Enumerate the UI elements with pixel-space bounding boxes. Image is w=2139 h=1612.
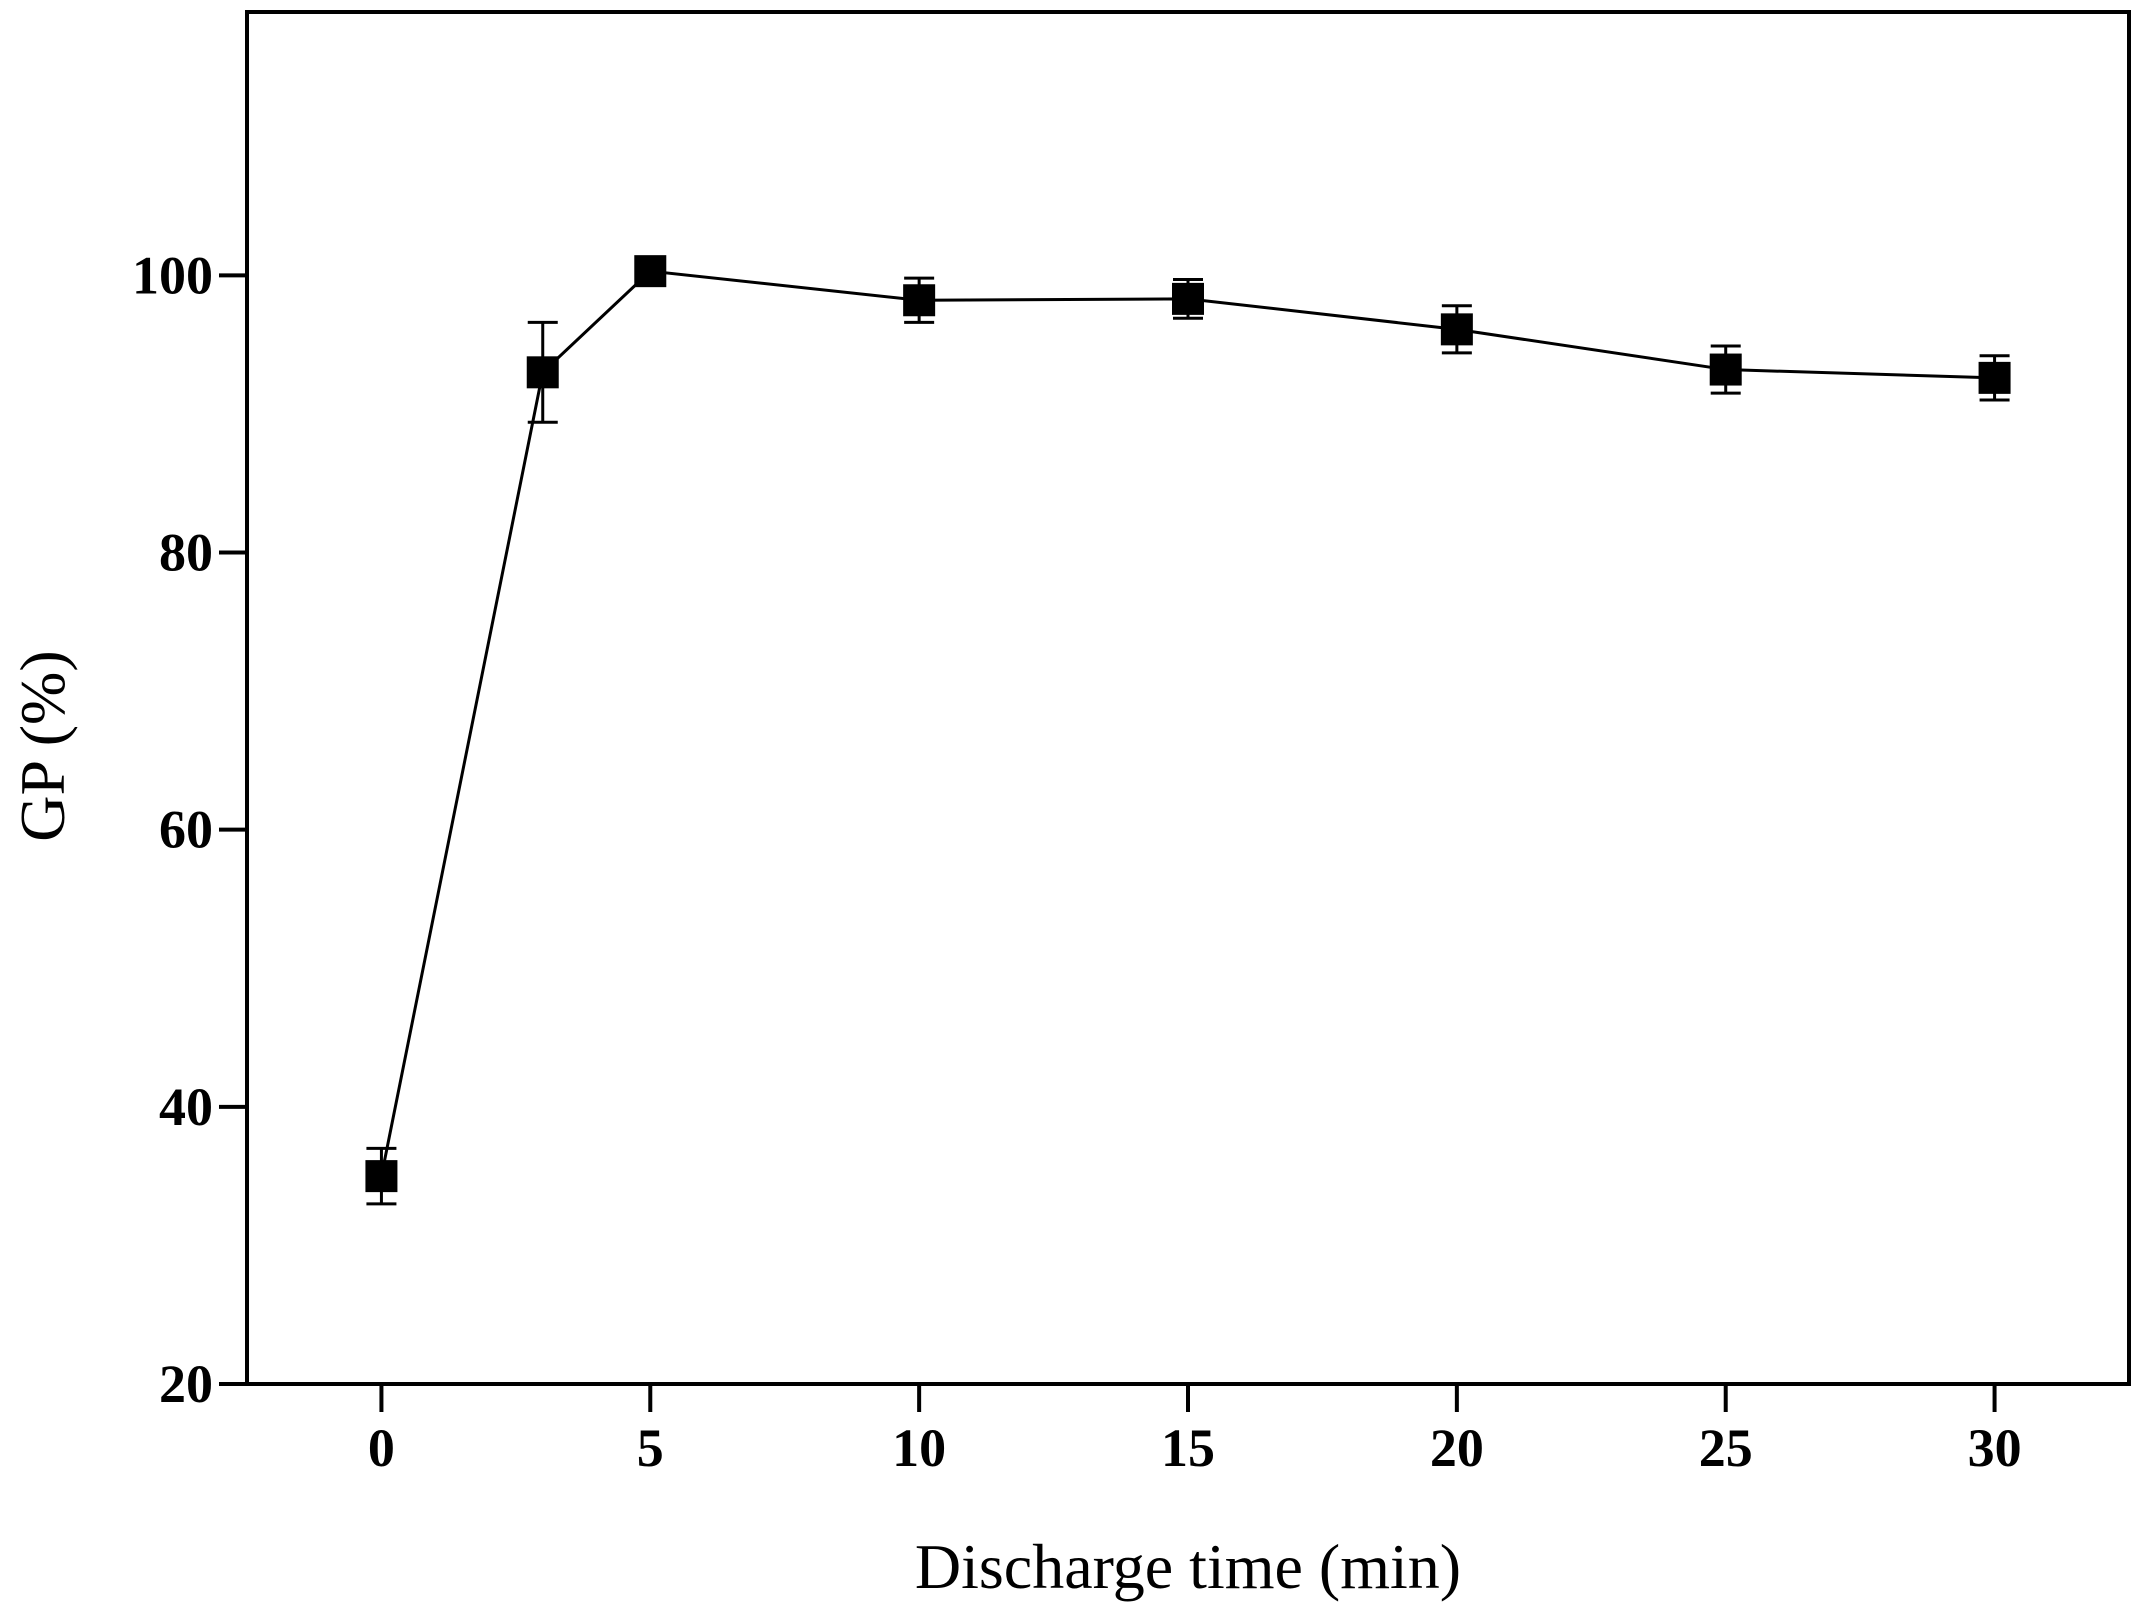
data-point-marker: [526, 356, 559, 389]
data-point-marker: [903, 284, 936, 317]
x-tick-label: 5: [637, 1418, 664, 1478]
data-point-marker: [634, 255, 667, 288]
y-axis-ticks: 20 40 60 80 100: [132, 245, 247, 1414]
plot-frame: [245, 10, 2131, 1386]
data-point-marker: [1172, 282, 1204, 315]
x-axis-ticks: 0 5 10 15 20 25 30: [368, 1384, 2022, 1478]
series-line: [379, 269, 1995, 1177]
x-tick-label: 25: [1699, 1418, 1753, 1478]
series-layer: [365, 255, 2011, 1206]
x-axis-label: Discharge time (min): [915, 1531, 1461, 1602]
x-tick-label: 30: [1968, 1418, 2022, 1478]
y-tick-label: 100: [132, 245, 213, 305]
data-point-marker: [365, 1160, 398, 1193]
x-tick-label: 15: [1161, 1418, 1215, 1478]
data-point-marker: [1709, 353, 1742, 386]
x-tick-label: 0: [368, 1418, 395, 1478]
y-tick-label: 40: [159, 1077, 213, 1137]
x-tick-label: 10: [892, 1418, 946, 1478]
x-tick-label: 20: [1430, 1418, 1484, 1478]
data-point-marker: [1440, 313, 1473, 346]
y-axis-label: GP (%): [7, 650, 78, 841]
y-tick-label: 60: [159, 800, 213, 860]
data-point-marker: [1978, 361, 2011, 394]
y-tick-label: 80: [159, 522, 213, 582]
y-tick-label: 20: [159, 1354, 213, 1414]
